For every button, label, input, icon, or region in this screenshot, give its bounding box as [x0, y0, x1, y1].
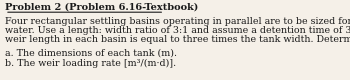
Text: Problem 2 (Problem 6.16-Textbook): Problem 2 (Problem 6.16-Textbook) [5, 3, 198, 12]
Text: Four rectangular settling basins operating in parallel are to be sized for treat: Four rectangular settling basins operati… [5, 17, 350, 26]
Text: b. The weir loading rate [m³/(m·d)].: b. The weir loading rate [m³/(m·d)]. [5, 59, 176, 68]
Text: a. The dimensions of each tank (m).: a. The dimensions of each tank (m). [5, 48, 177, 57]
Text: weir length in each basin is equal to three times the tank width. Determine the : weir length in each basin is equal to th… [5, 35, 350, 44]
Text: water. Use a length: width ratio of 3:1 and assume a detention time of 3.0 hours: water. Use a length: width ratio of 3:1 … [5, 26, 350, 35]
